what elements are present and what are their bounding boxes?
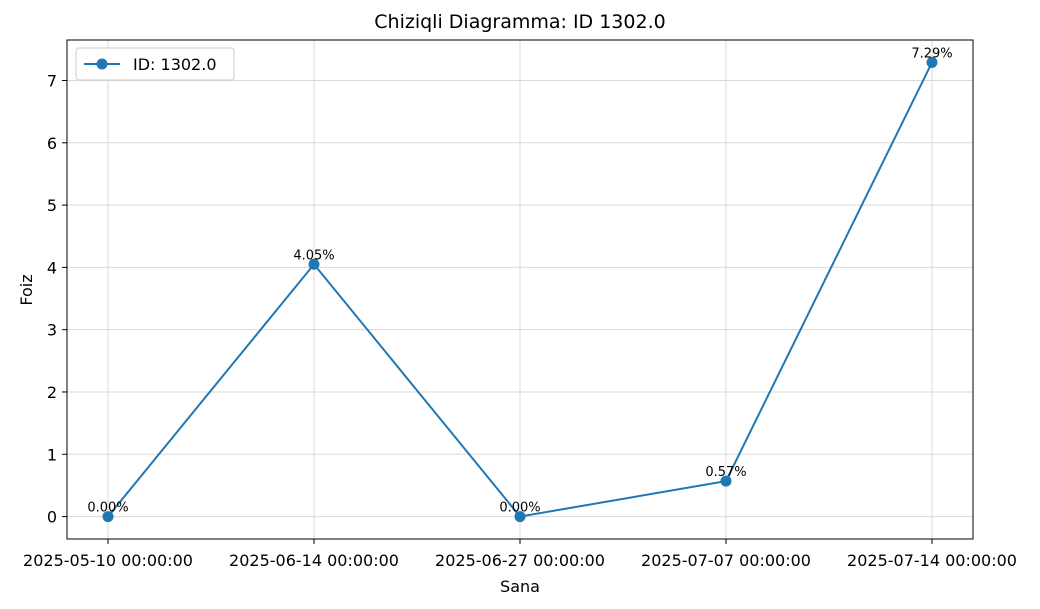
y-axis-label: Foiz xyxy=(17,274,36,305)
x-tick-label: 2025-07-14 00:00:00 xyxy=(847,551,1017,570)
x-axis: 2025-05-10 00:00:00 2025-06-14 00:00:00 20… xyxy=(23,539,1017,570)
x-axis-label: Sana xyxy=(500,577,540,596)
x-tick-label: 2025-05-10 00:00:00 xyxy=(23,551,193,570)
x-tick-label: 2025-07-07 00:00:00 xyxy=(641,551,811,570)
y-tick-label: 7 xyxy=(47,71,57,90)
data-point xyxy=(720,475,732,487)
legend-label: ID: 1302.0 xyxy=(133,55,217,74)
data-label: 7.29% xyxy=(911,46,952,61)
data-point xyxy=(926,56,938,68)
y-tick-label: 2 xyxy=(47,383,57,402)
y-tick-label: 0 xyxy=(47,508,57,527)
y-tick-label: 3 xyxy=(47,321,57,340)
plot-area: 0.00% 4.05% 0.00% 0.57% 7.29% xyxy=(87,46,953,523)
legend-marker xyxy=(96,58,108,70)
data-point xyxy=(514,511,526,523)
y-tick-label: 4 xyxy=(47,258,57,277)
grid xyxy=(67,40,973,539)
legend-box xyxy=(75,47,235,81)
data-label: 0.00% xyxy=(499,501,540,516)
x-tick-label: 2025-06-27 00:00:00 xyxy=(435,551,605,570)
data-point xyxy=(102,511,114,523)
x-tick-label: 2025-06-14 00:00:00 xyxy=(229,551,399,570)
chart-title: Chiziqli Diagramma: ID 1302.0 xyxy=(374,11,665,33)
legend: ID: 1302.0 xyxy=(75,47,235,81)
y-axis: 0 1 2 3 4 5 6 7 xyxy=(47,71,67,527)
y-tick-label: 6 xyxy=(47,134,57,153)
axes-frame xyxy=(66,39,974,540)
data-label: 0.00% xyxy=(87,501,128,516)
data-label: 4.05% xyxy=(293,248,334,263)
y-tick-label: 1 xyxy=(47,445,57,464)
data-point xyxy=(308,258,320,270)
y-tick-label: 5 xyxy=(47,196,57,215)
data-label: 0.57% xyxy=(705,465,746,480)
